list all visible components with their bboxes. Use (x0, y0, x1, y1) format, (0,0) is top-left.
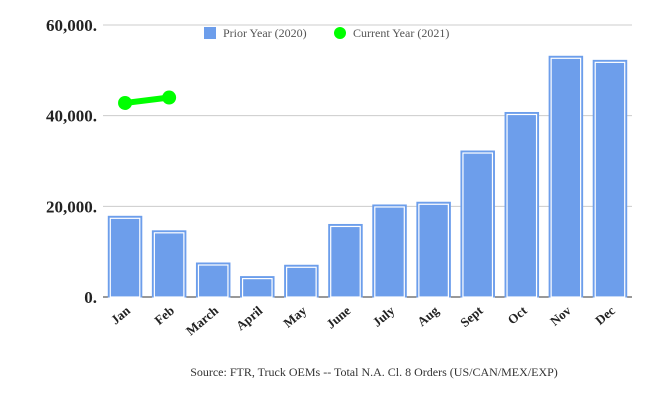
gridlines (103, 24, 632, 298)
bar (416, 201, 451, 298)
line-series-current-year (118, 90, 177, 110)
line-point (118, 95, 133, 110)
bar-inner-border (153, 232, 185, 298)
bar-inner-border (109, 217, 141, 298)
legend-label-current-year: Current Year (2021) (353, 26, 449, 40)
x-tick-label: Sept (457, 302, 486, 330)
bar-inner-border (330, 225, 361, 298)
bar (548, 55, 584, 298)
bar (504, 111, 540, 298)
bar (151, 230, 187, 298)
bar (372, 204, 407, 298)
x-tick-label: April (233, 303, 266, 334)
legend-swatch-prior-year (204, 27, 216, 39)
y-tick-label: 40,000. (46, 107, 97, 126)
bar (328, 223, 363, 298)
bar (107, 215, 143, 298)
bar (240, 276, 275, 298)
bar-series-prior-year (107, 55, 628, 298)
bar-inner-border (286, 266, 317, 298)
y-tick-label: 60,000. (46, 16, 97, 35)
y-axis-tick-labels: 0. 20,000. 40,000. 60,000. (46, 16, 97, 307)
x-tick-label: Nov (547, 302, 574, 328)
bar-inner-border (418, 203, 449, 298)
x-tick-label: Aug (414, 302, 442, 329)
bar (195, 262, 231, 298)
bar-inner-border (197, 264, 229, 298)
x-tick-label: Feb (151, 303, 177, 328)
x-tick-label: July (370, 302, 398, 329)
chart-source-note: Source: FTR, Truck OEMs -- Total N.A. Cl… (190, 365, 558, 379)
x-tick-label: May (280, 302, 309, 330)
y-tick-label: 20,000. (46, 197, 97, 216)
line-path (122, 94, 173, 106)
bar-inner-border (594, 61, 626, 298)
x-tick-label: June (323, 303, 353, 332)
y-tick-label: 0. (84, 288, 97, 307)
bar (592, 59, 628, 298)
bar-inner-border (374, 206, 405, 298)
x-tick-label: Jan (108, 302, 134, 327)
bar-inner-border (462, 152, 494, 298)
line-point (162, 90, 177, 105)
x-tick-label: Oct (505, 302, 531, 327)
x-axis-tick-labels: Jan Feb March April May June July Aug Sept Oct Nov… (108, 302, 618, 338)
bar-inner-border (506, 113, 538, 298)
legend-swatch-current-year (334, 27, 346, 39)
bar-inner-border (241, 278, 273, 298)
bar-inner-border (550, 57, 582, 298)
bar (460, 150, 495, 298)
bar (284, 264, 319, 298)
legend-label-prior-year: Prior Year (2020) (223, 26, 307, 40)
legend: Prior Year (2020) Current Year (2021) (204, 26, 449, 40)
x-tick-label: March (183, 302, 222, 338)
x-tick-label: Dec (592, 303, 618, 328)
